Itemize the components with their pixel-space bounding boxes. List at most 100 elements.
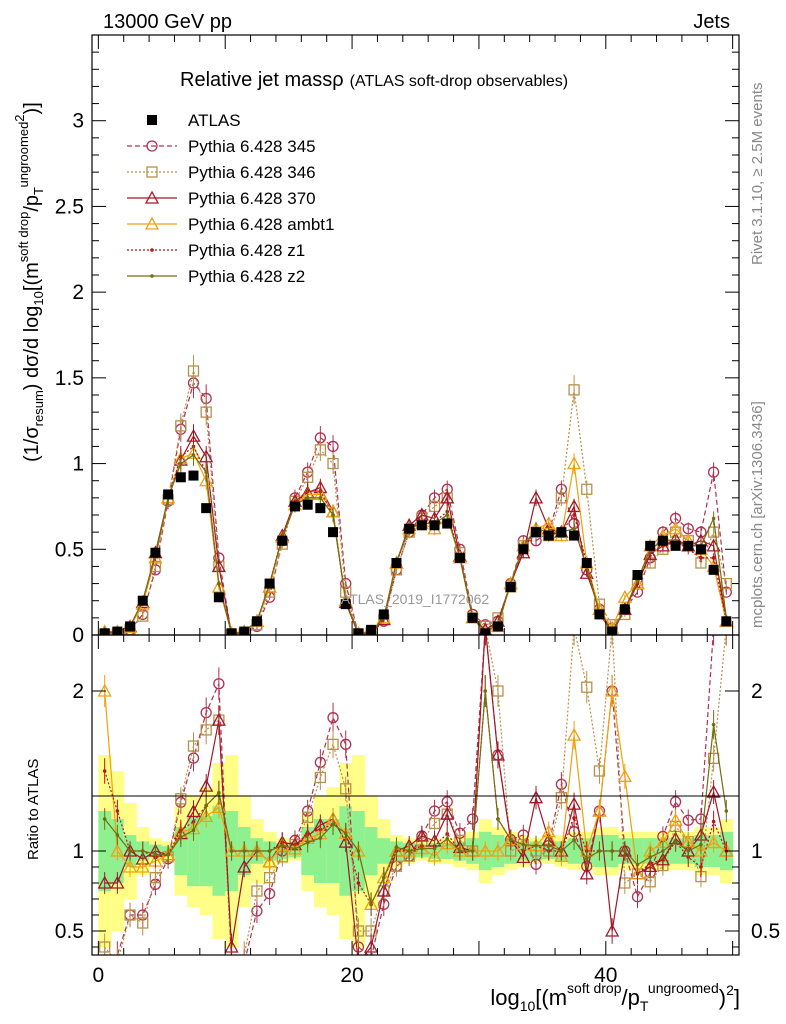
ratio-point [302, 811, 314, 823]
header-left: 13000 GeV pp [103, 11, 232, 33]
ratio-point [102, 817, 107, 821]
data-point [707, 466, 720, 478]
data-point [569, 530, 580, 541]
ratio-point [420, 846, 424, 851]
ratio-point [305, 840, 310, 845]
ratio-point [338, 834, 353, 848]
legend-label: ATLAS [188, 111, 241, 130]
data-point [302, 499, 313, 510]
watermark: ATLAS_2019_I1772062 [341, 591, 490, 607]
data-point [315, 503, 326, 514]
data-point [695, 544, 706, 555]
ratio-point [648, 855, 652, 859]
data-point [318, 496, 323, 500]
data-point [492, 621, 503, 632]
ratio-point [394, 845, 399, 849]
data-point [566, 456, 582, 470]
ratio-point [407, 849, 411, 853]
ratio-point [572, 816, 576, 820]
data-point [289, 501, 300, 512]
data-point [188, 470, 199, 481]
legend-marker [146, 166, 158, 178]
data-point [607, 626, 618, 635]
legend-label: Pythia 6.428 345 [188, 137, 316, 156]
data-point [226, 628, 237, 635]
band-inner [212, 806, 226, 896]
ratio-point [516, 850, 531, 864]
ratio-point [364, 939, 379, 953]
ratio-point [211, 712, 226, 726]
data-point [314, 444, 327, 456]
ratio-point [149, 872, 162, 884]
data-point [670, 540, 681, 551]
data-point [556, 527, 567, 538]
legend-entry: Pythia 6.428 346 [127, 163, 316, 182]
legend-entry: Pythia 6.428 z2 [127, 267, 305, 286]
x-axis-label: log10[(msoft drop/pTungroomed)2] [490, 980, 740, 1014]
ratio-point [458, 849, 462, 853]
ratio-point [153, 852, 158, 857]
ratio-point [711, 819, 716, 824]
data-point [150, 547, 161, 558]
ratio-point [137, 917, 149, 929]
data-point [179, 461, 183, 466]
ratio-point [140, 849, 145, 853]
data-point [581, 483, 593, 495]
ratio-point [490, 843, 506, 857]
data-point [568, 384, 580, 396]
y-tick-label: 0 [72, 624, 84, 647]
data-point [175, 472, 186, 483]
data-point [543, 530, 554, 541]
data-point [699, 556, 703, 560]
data-point [480, 628, 491, 635]
ratio-point [352, 925, 365, 937]
ratio-point [534, 843, 538, 848]
data-point [191, 453, 196, 457]
data-point [555, 492, 568, 504]
ratio-point [610, 849, 614, 853]
data-point [217, 581, 221, 586]
legend-entry: Pythia 6.428 345 [127, 137, 316, 156]
ratio-point [102, 769, 107, 773]
data-point [572, 526, 576, 531]
ratio-point [699, 842, 703, 847]
data-point [340, 599, 351, 610]
ratio-point [592, 803, 607, 817]
ratio-point [135, 859, 150, 873]
data-point [630, 576, 645, 590]
ratio-point [204, 803, 208, 808]
data-point [505, 582, 516, 592]
ratio-point [343, 831, 348, 836]
ratio-point [584, 856, 589, 861]
ratio-point [122, 859, 138, 873]
data-point [416, 520, 427, 531]
data-point [429, 520, 440, 531]
band-inner [631, 838, 645, 864]
ratio-point [470, 849, 475, 853]
data-point [391, 558, 402, 568]
data-point [327, 457, 339, 470]
ratio-point [508, 837, 513, 842]
x-tick-label: 0 [92, 964, 104, 987]
ratio-point [631, 891, 644, 903]
ratio-tick-label-right: 2 [751, 680, 763, 703]
data-point [657, 535, 668, 546]
ratio-point [617, 768, 632, 782]
ratio-tick-label: 2 [72, 680, 84, 703]
legend-entry: Pythia 6.428 370 [127, 189, 316, 208]
ratio-point [115, 833, 120, 837]
ratio-point [428, 817, 441, 830]
ratio-point [432, 846, 437, 851]
data-point [683, 540, 694, 551]
data-point [125, 621, 136, 632]
ratio-point [699, 865, 703, 869]
ratio-point [128, 849, 132, 853]
ratio-point [191, 828, 196, 833]
ratio-point [97, 875, 112, 889]
data-point [378, 609, 389, 620]
ratio-point [668, 812, 683, 826]
ratio-point [251, 885, 263, 897]
y-axis-label: (1/σresum) dσ/d log10[(msoft drop/pTungr… [12, 102, 46, 462]
ratio-point [605, 923, 620, 937]
